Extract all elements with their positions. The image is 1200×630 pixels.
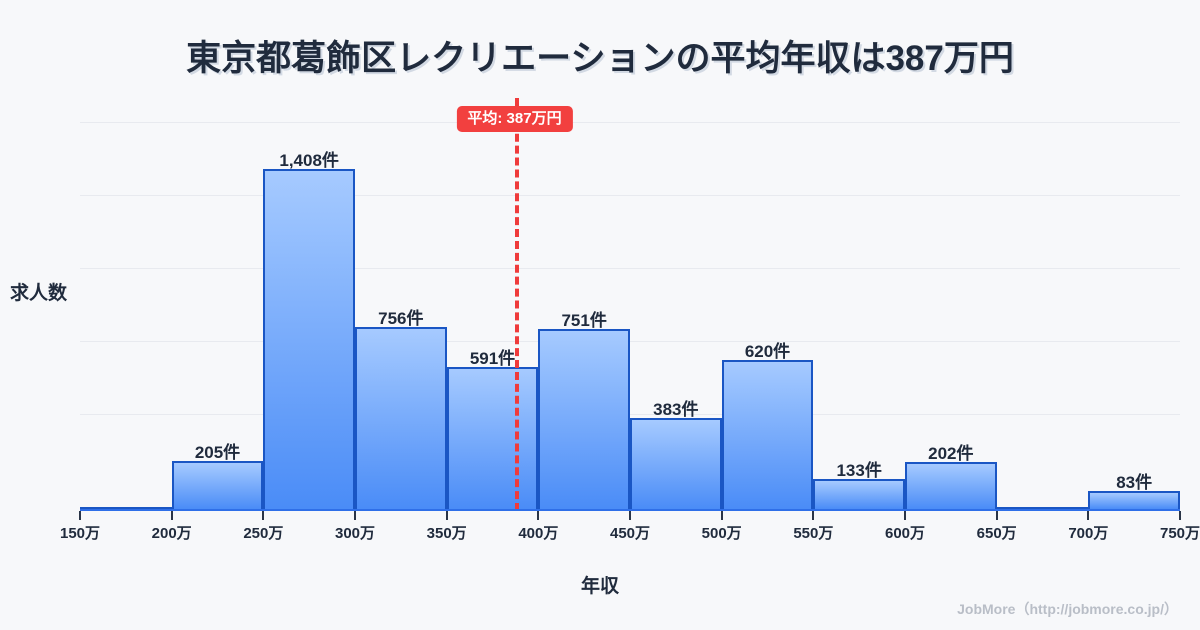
x-axis-tick-mark	[904, 511, 906, 520]
x-axis-tick-label: 200万	[151, 525, 192, 542]
x-axis-tick-label: 600万	[884, 525, 926, 542]
x-axis-tick-mark	[537, 511, 540, 520]
bar[interactable]	[263, 168, 355, 511]
x-axis-tick-label: 450万	[609, 525, 651, 542]
bar-value-label: 205件	[194, 443, 241, 463]
bar[interactable]	[630, 417, 722, 511]
bar-value-label: 133件	[836, 460, 882, 480]
x-axis-tick-label: 500万	[701, 525, 742, 542]
bar-value-label: 591件	[469, 349, 516, 369]
x-axis-tick-mark	[812, 511, 815, 520]
x-axis-tick-mark	[354, 511, 356, 520]
bar-value-label: 756件	[378, 309, 424, 329]
x-axis-tick-label: 400万	[518, 525, 559, 542]
x-axis-tick-mark	[1087, 511, 1090, 520]
bar[interactable]	[538, 328, 630, 511]
x-axis-tick-label: 150万	[59, 525, 101, 542]
x-axis-baseline	[80, 509, 1180, 511]
x-axis-tick-label: 750万	[1159, 525, 1200, 542]
y-axis-title: 求人数	[10, 283, 68, 304]
x-axis-tick-label: 650万	[976, 525, 1017, 542]
x-axis-tick-mark	[170, 511, 173, 520]
x-axis-tick-mark	[720, 511, 723, 520]
x-axis-tick-label: 550万	[793, 525, 834, 542]
bar-value-label: 83件	[1116, 472, 1153, 492]
x-axis-tick-mark	[262, 511, 265, 520]
bar[interactable]	[721, 360, 814, 511]
bar[interactable]	[813, 478, 905, 511]
gridline	[80, 122, 1180, 124]
x-axis-tick-label: 250万	[243, 525, 284, 542]
chart-title: 東京都葛飾区レクリエーションの平均年収は387万円	[186, 39, 1014, 78]
x-axis-tick-label: 350万	[426, 525, 467, 542]
x-axis-title: 年収	[580, 576, 619, 597]
bar[interactable]	[355, 327, 447, 511]
x-axis-tick-mark	[445, 511, 448, 520]
average-badge: 平均: 387万円	[456, 106, 573, 133]
x-axis-tick-label: 300万	[334, 525, 376, 542]
x-axis-tick-mark	[629, 511, 631, 520]
bar[interactable]	[1088, 490, 1180, 511]
bar-value-label: 620件	[744, 342, 791, 362]
gridline	[80, 195, 1180, 197]
bar[interactable]	[171, 461, 264, 511]
bar[interactable]	[905, 461, 997, 511]
x-axis-tick-mark	[79, 511, 81, 520]
gridline	[80, 340, 1180, 342]
x-axis-tick-mark	[1179, 511, 1181, 520]
plot-area: 150万 200万 250万 300万 350万 400万 450万 500万 550万 600万…	[60, 98, 1200, 542]
average-line	[514, 98, 519, 511]
bar-value-label: 202件	[928, 443, 974, 463]
x-axis-tick-label: 700万	[1068, 525, 1109, 542]
x-axis-tick-mark	[995, 511, 998, 520]
bar-value-label: 751件	[561, 310, 607, 330]
bar-value-label: 1,408件	[279, 150, 339, 170]
gridline	[80, 413, 1180, 415]
gridline	[80, 268, 1180, 270]
bar-value-label: 383件	[653, 399, 699, 419]
bar[interactable]	[446, 367, 539, 511]
watermark: JobMore（http://jobmore.co.jp/）	[957, 601, 1178, 617]
